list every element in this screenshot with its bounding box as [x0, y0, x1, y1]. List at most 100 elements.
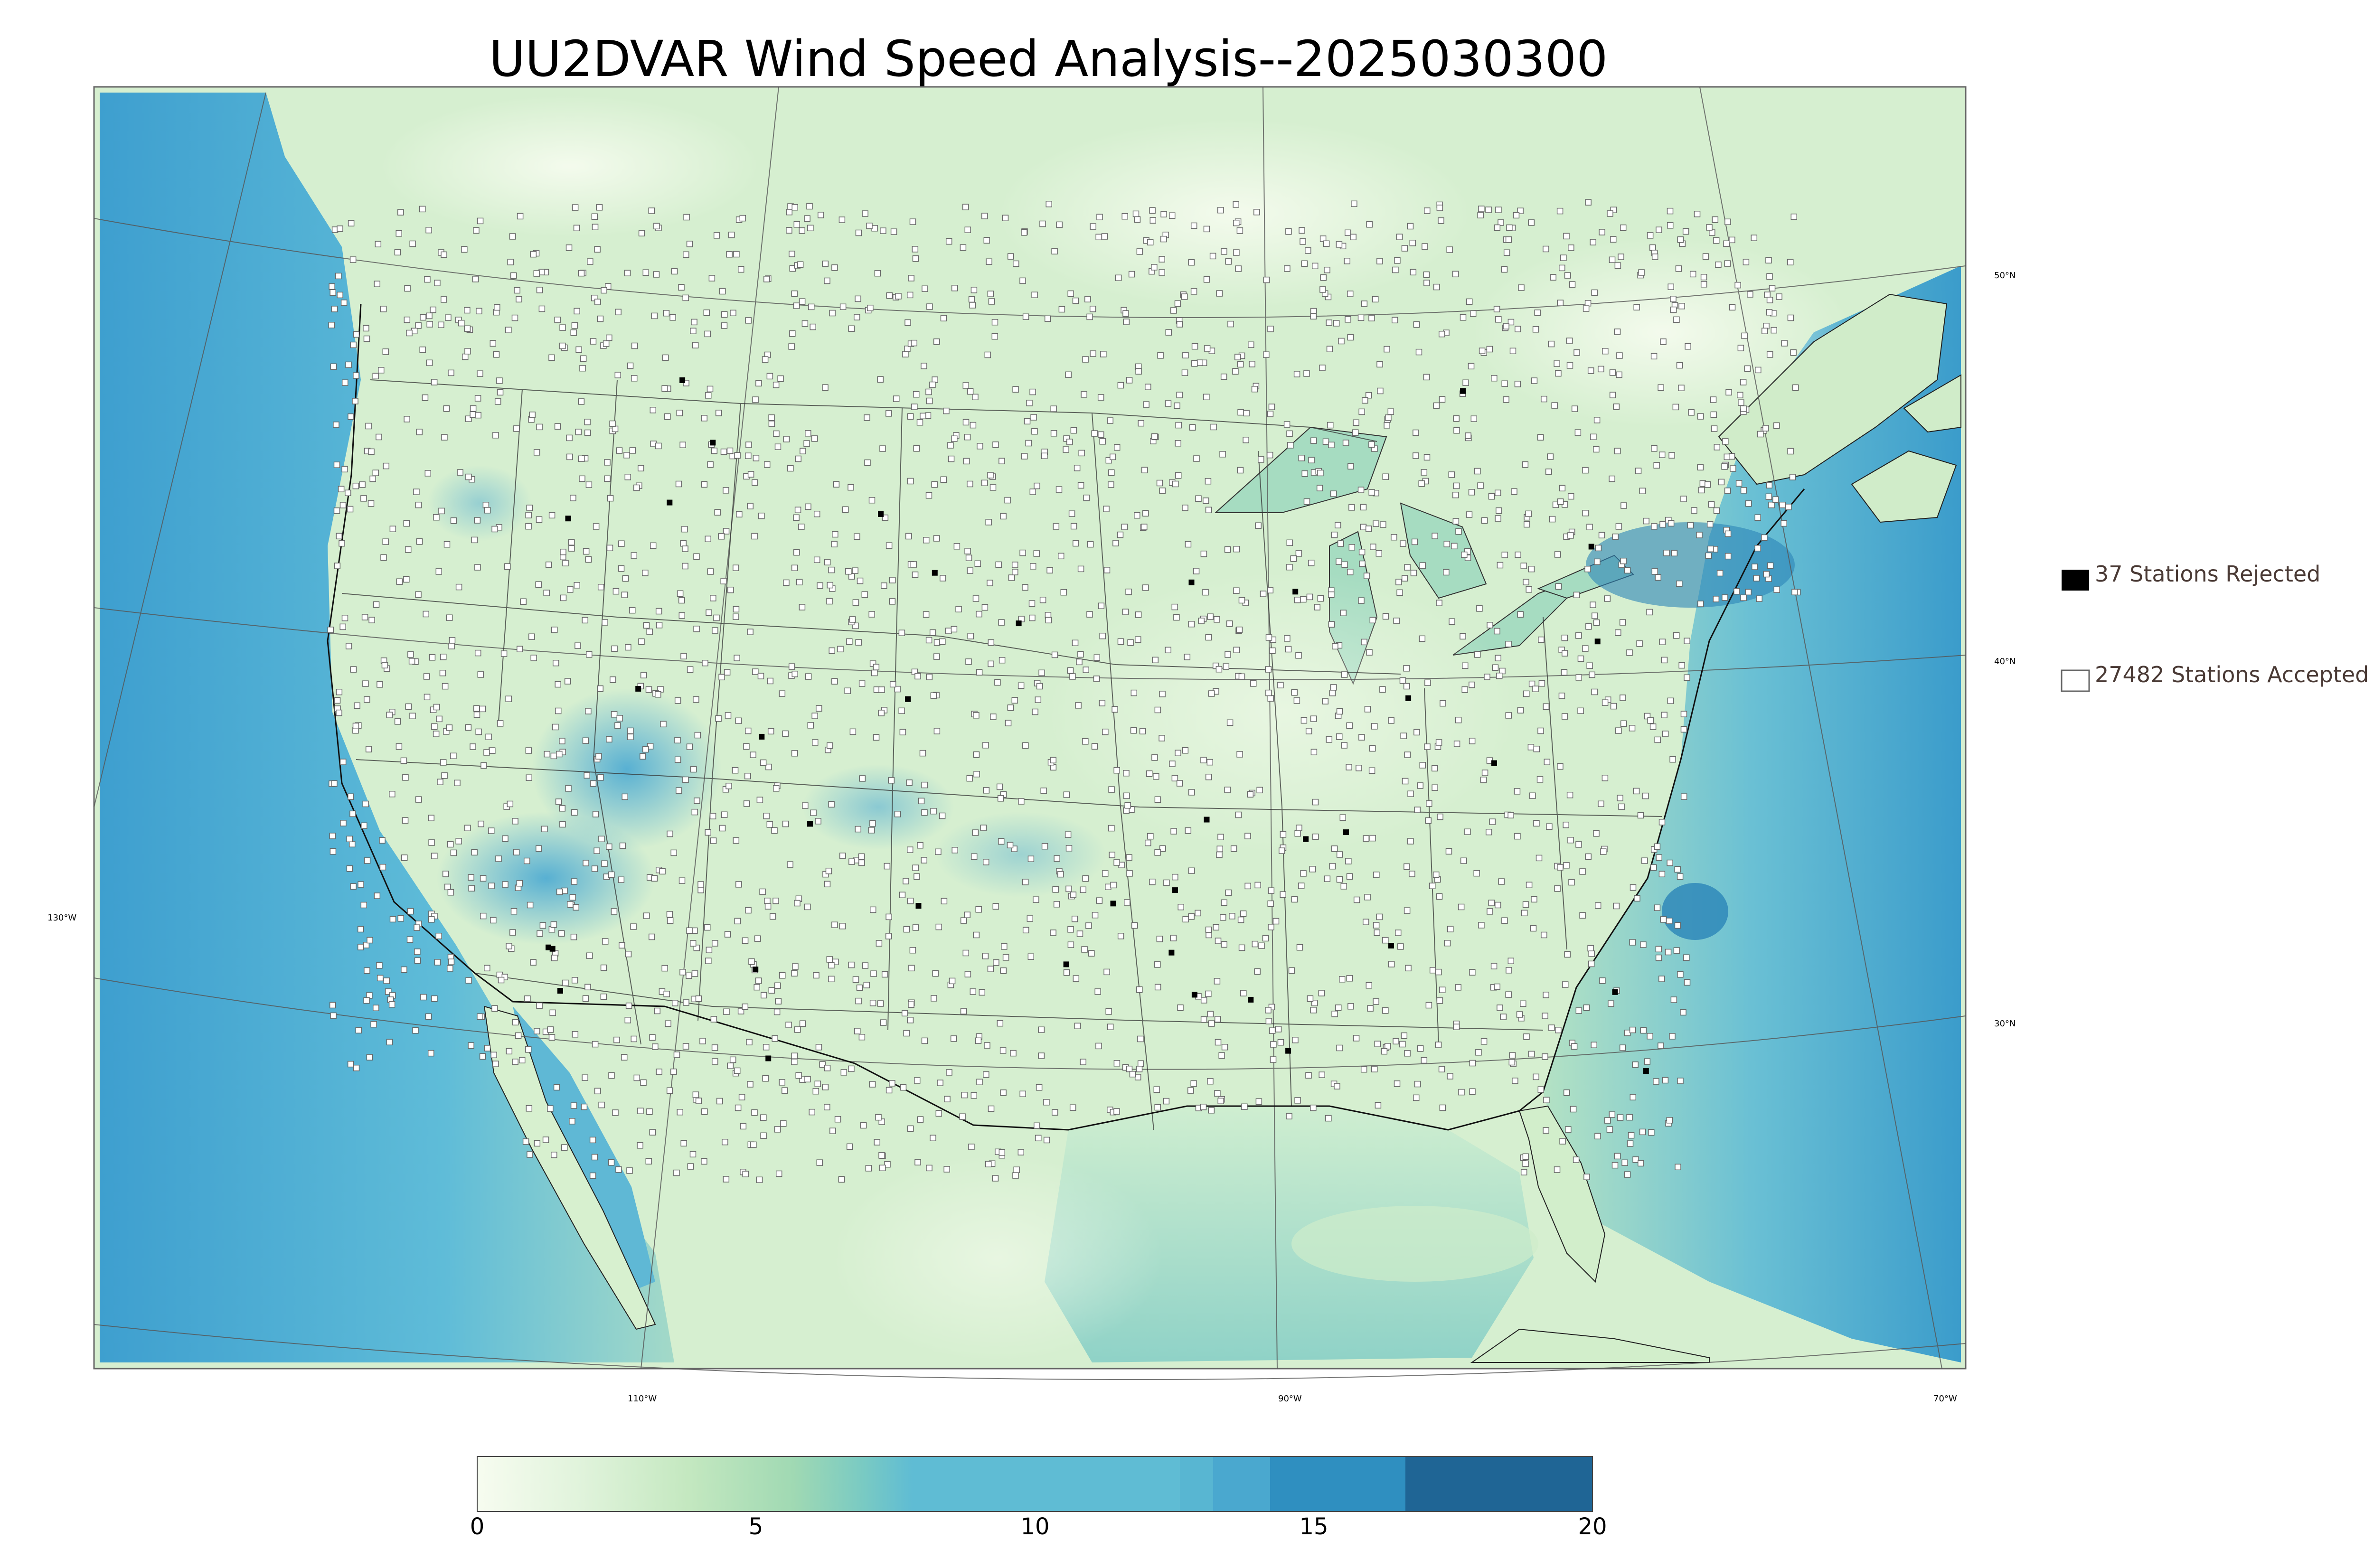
accepted-station-marker: [1334, 1083, 1340, 1089]
accepted-station-marker: [1588, 960, 1595, 967]
accepted-station-marker: [1126, 854, 1132, 861]
accepted-station-marker: [488, 883, 495, 889]
accepted-station-marker: [471, 849, 478, 856]
accepted-station-marker: [1012, 569, 1018, 575]
accepted-station-marker: [353, 1064, 360, 1071]
accepted-station-marker: [414, 957, 421, 964]
accepted-station-marker: [690, 766, 697, 773]
accepted-station-marker: [906, 779, 913, 786]
accepted-station-marker: [1300, 870, 1307, 877]
accepted-station-marker: [1312, 798, 1319, 806]
accepted-station-marker: [1571, 405, 1578, 412]
accepted-station-marker: [643, 622, 650, 629]
rejected-station-marker: [1588, 544, 1594, 550]
accepted-station-marker: [886, 410, 892, 417]
accepted-station-marker: [939, 638, 946, 645]
accepted-station-marker: [1400, 540, 1406, 547]
accepted-station-marker: [1698, 487, 1705, 494]
accepted-station-marker: [516, 296, 522, 303]
accepted-station-marker: [458, 319, 465, 327]
accepted-station-marker: [1325, 1115, 1332, 1122]
accepted-station-marker: [914, 1159, 921, 1165]
accepted-station-marker: [1204, 345, 1211, 352]
pacific-ocean: [100, 93, 674, 1362]
state-boundaries: [341, 379, 1662, 1130]
accepted-station-marker: [1700, 281, 1707, 288]
accepted-station-marker: [1143, 401, 1149, 408]
accepted-station-marker: [1171, 775, 1178, 781]
accepted-station-marker: [1447, 1073, 1453, 1080]
accepted-station-marker: [1224, 546, 1231, 553]
accepted-station-marker: [1515, 551, 1521, 558]
accepted-station-marker: [1495, 901, 1501, 909]
accepted-station-marker: [345, 489, 351, 497]
accepted-station-marker: [874, 1139, 880, 1145]
accepted-station-marker: [911, 339, 917, 347]
accepted-station-marker: [1647, 717, 1654, 724]
accepted-station-marker: [1368, 767, 1375, 774]
accepted-station-marker: [1117, 933, 1124, 939]
accepted-station-marker: [1526, 882, 1533, 888]
accepted-station-marker: [1584, 300, 1592, 307]
accepted-station-marker: [443, 405, 450, 412]
accepted-station-marker: [758, 512, 765, 519]
accepted-station-marker: [1254, 968, 1261, 975]
accepted-station-marker: [1329, 690, 1336, 696]
accepted-station-marker: [849, 728, 857, 735]
accepted-station-marker: [1175, 440, 1181, 447]
accepted-station-marker: [1382, 473, 1389, 480]
accepted-station-marker: [987, 580, 993, 586]
accepted-station-marker: [1453, 741, 1460, 747]
accepted-station-marker: [1533, 820, 1540, 827]
accepted-station-marker: [1230, 845, 1237, 852]
accepted-station-marker: [723, 1008, 730, 1015]
accepted-station-marker: [394, 249, 401, 256]
accepted-station-marker: [1443, 541, 1451, 547]
accepted-station-marker: [669, 314, 676, 321]
accepted-station-marker: [1214, 1090, 1221, 1097]
accepted-station-marker: [772, 785, 780, 792]
accepted-station-marker: [970, 988, 977, 995]
accepted-station-marker: [838, 216, 846, 223]
accepted-station-marker: [964, 548, 971, 554]
accepted-station-marker: [533, 270, 540, 277]
accepted-station-marker: [1694, 211, 1701, 217]
accepted-station-marker: [970, 422, 977, 429]
accepted-station-marker: [1697, 464, 1704, 470]
accepted-station-marker: [1193, 455, 1200, 462]
accepted-station-marker: [1709, 229, 1715, 236]
accepted-station-marker: [816, 1159, 823, 1166]
accepted-station-marker: [988, 1105, 995, 1112]
accepted-station-marker: [1298, 883, 1305, 889]
accepted-station-marker: [763, 461, 771, 468]
accepted-station-marker: [1495, 316, 1502, 323]
accepted-station-marker: [1792, 384, 1799, 391]
accepted-station-marker: [1374, 929, 1380, 936]
accepted-station-marker: [1469, 1088, 1476, 1095]
accepted-station-marker: [959, 1113, 966, 1120]
accepted-station-marker: [829, 310, 836, 317]
accepted-station-marker: [876, 940, 883, 947]
accepted-station-marker: [1423, 207, 1431, 214]
accepted-station-marker: [772, 897, 779, 904]
accepted-station-marker: [1351, 200, 1357, 207]
accepted-station-marker: [1400, 732, 1407, 739]
accepted-station-marker: [1402, 778, 1409, 785]
accepted-station-marker: [574, 582, 580, 589]
accepted-station-marker: [526, 505, 533, 511]
accepted-station-marker: [1013, 260, 1019, 267]
accepted-station-marker: [984, 351, 991, 358]
accepted-station-marker: [1394, 257, 1401, 264]
accepted-station-marker: [596, 204, 603, 211]
accepted-station-marker: [677, 1108, 683, 1116]
accepted-station-marker: [760, 1114, 767, 1121]
accepted-station-marker: [559, 342, 566, 349]
accepted-station-marker: [439, 669, 446, 676]
accepted-station-marker: [744, 727, 752, 734]
accepted-station-marker: [405, 546, 412, 553]
accepted-station-marker: [363, 997, 370, 1004]
accepted-station-marker: [1696, 532, 1703, 538]
accepted-station-marker: [348, 220, 355, 226]
accepted-station-marker: [1495, 489, 1501, 497]
accepted-station-marker: [336, 533, 342, 540]
